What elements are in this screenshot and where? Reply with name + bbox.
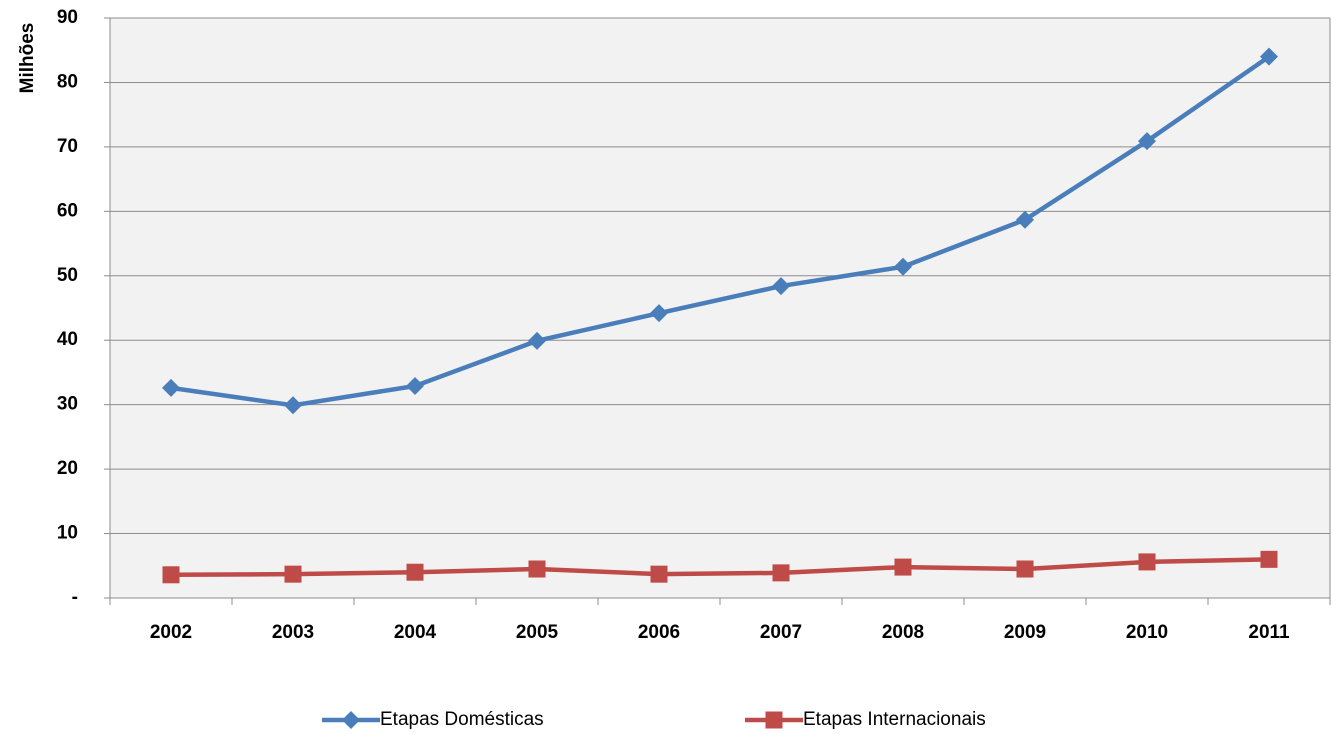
x-tick-label: 2009 — [1004, 622, 1046, 643]
point-marker — [284, 396, 302, 415]
point-marker — [894, 257, 912, 276]
x-tick-label: 2006 — [638, 622, 680, 643]
point-marker — [1260, 47, 1278, 66]
y-tick-label: 90 — [57, 7, 78, 28]
point-marker — [406, 376, 424, 395]
y-tick-label: 80 — [57, 71, 78, 92]
legend-marker — [342, 711, 360, 729]
y-tick-label: 20 — [57, 458, 78, 479]
point-marker — [284, 565, 302, 583]
x-tick-label: 2005 — [516, 622, 559, 643]
legend-label: Etapas Domésticas — [380, 709, 544, 730]
x-tick-label: 2010 — [1126, 622, 1168, 643]
point-marker — [772, 277, 790, 296]
point-marker — [1138, 132, 1156, 151]
y-tick-label: 60 — [57, 200, 78, 221]
legend-label: Etapas Internacionais — [803, 709, 986, 730]
y-tick-label: 30 — [57, 394, 78, 415]
point-marker — [1260, 550, 1278, 568]
y-tick-label: - — [72, 587, 78, 608]
legend-marker — [765, 711, 783, 729]
x-tick-label: 2011 — [1248, 622, 1290, 643]
x-tick-label: 2002 — [150, 622, 192, 643]
point-marker — [894, 558, 912, 576]
y-axis-label: Milhões — [17, 23, 38, 94]
point-marker — [1016, 210, 1034, 229]
series-line — [170, 54, 1271, 408]
x-tick-label: 2007 — [760, 622, 802, 643]
point-marker — [1138, 553, 1156, 571]
point-marker — [650, 304, 668, 323]
plot-area — [110, 18, 1330, 598]
point-marker — [1016, 560, 1034, 578]
point-marker — [528, 560, 546, 578]
x-tick-label: 2008 — [882, 622, 924, 643]
point-marker — [528, 331, 546, 350]
x-tick-label: 2004 — [394, 622, 437, 643]
y-tick-label: 40 — [57, 329, 78, 350]
series-line — [170, 557, 1270, 578]
y-tick-label: 50 — [57, 265, 78, 286]
point-marker — [162, 566, 180, 584]
point-marker — [772, 564, 790, 582]
point-marker — [162, 378, 180, 397]
point-marker — [406, 563, 424, 581]
point-marker — [650, 565, 668, 583]
y-tick-label: 10 — [57, 523, 78, 544]
y-tick-label: 70 — [57, 136, 78, 157]
x-tick-label: 2003 — [272, 622, 314, 643]
